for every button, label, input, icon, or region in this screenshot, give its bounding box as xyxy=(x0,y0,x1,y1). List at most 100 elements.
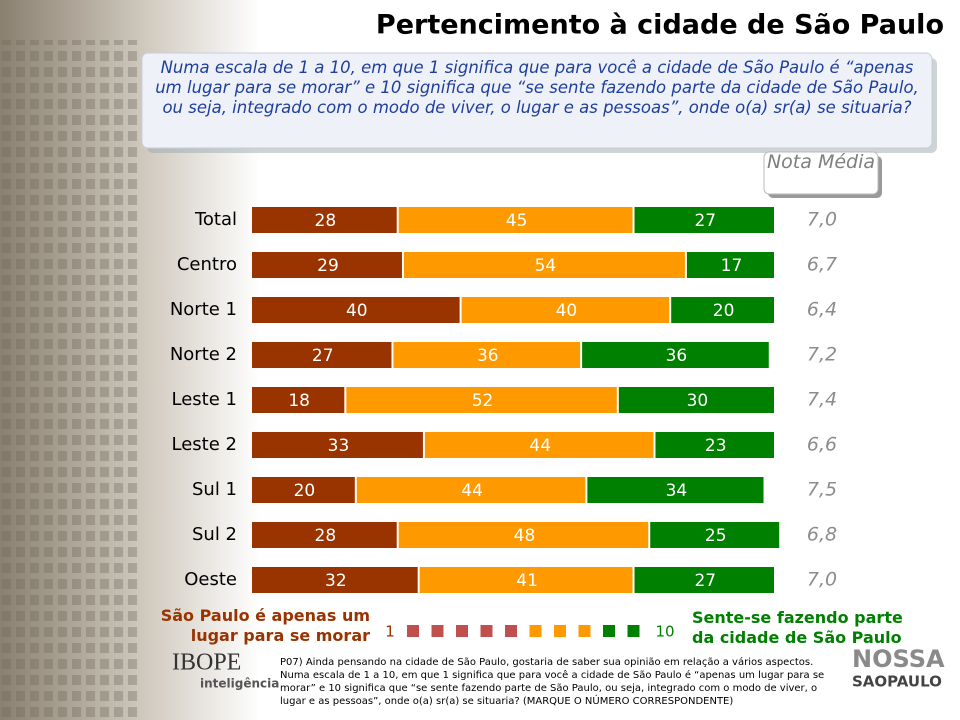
category-label: Total xyxy=(194,209,237,230)
bar-label: 27 xyxy=(694,571,716,591)
legend-text-holder: São Paulo é apenas um lugar para se mora… xyxy=(160,606,370,645)
category-label: Norte 1 xyxy=(170,299,237,320)
bar-segment xyxy=(398,207,633,233)
bar-segment xyxy=(424,432,654,458)
nota-media-value: 6,4 xyxy=(807,299,837,321)
footnote: P07) Ainda pensando na cidade de São Pau… xyxy=(280,657,825,707)
bar-segment xyxy=(398,522,649,548)
legend-swatch xyxy=(627,625,640,637)
bar-segment xyxy=(686,252,774,278)
nota-media-value: 6,8 xyxy=(807,524,837,546)
category-label: Centro xyxy=(177,254,237,275)
nota-media-value: 7,4 xyxy=(807,389,837,411)
nossa-logo: NOSSA xyxy=(852,645,945,673)
bar-label: 32 xyxy=(325,571,347,591)
bar-segment xyxy=(461,297,670,323)
bar-label: 52 xyxy=(472,391,494,411)
bar-segment xyxy=(582,342,769,368)
question: Numa escala de 1 a 10, em que 1 signific… xyxy=(155,58,919,117)
legend-swatch xyxy=(480,625,493,637)
bar-segment xyxy=(419,567,633,593)
nota-media-value: 6,7 xyxy=(807,254,837,276)
bar-segment xyxy=(671,297,774,323)
bar-label: 27 xyxy=(694,211,716,231)
bar-segment xyxy=(634,207,774,233)
legend-swatch xyxy=(578,625,591,637)
footnote-holder: P07) Ainda pensando na cidade de São Pau… xyxy=(280,657,825,707)
category-label: Leste 1 xyxy=(172,389,237,410)
bar-segment xyxy=(587,477,764,503)
bar-label: 20 xyxy=(294,481,316,501)
legend-swatch xyxy=(554,625,566,637)
bar-label: 20 xyxy=(713,301,735,321)
bar-segment xyxy=(403,252,685,278)
bar-label: 40 xyxy=(346,301,368,321)
category-label: Leste 2 xyxy=(172,434,237,455)
bar-segment xyxy=(252,252,402,278)
ibope-sub: inteligência xyxy=(200,677,279,691)
bar-label: 34 xyxy=(666,481,688,501)
nota-media-value: 7,0 xyxy=(807,209,837,231)
bar-label: 36 xyxy=(666,346,688,366)
ibope-logo: IBOPE xyxy=(172,650,241,676)
legend-high: 10 xyxy=(655,623,674,641)
category-label: Norte 2 xyxy=(170,344,237,365)
nota-box xyxy=(763,151,879,195)
legend-text: Sente-se fazendo parte da cidade de São … xyxy=(692,608,903,647)
nota-holder: Nota Média xyxy=(766,151,876,173)
category-label: Sul 2 xyxy=(192,524,237,545)
legend-swatch xyxy=(505,625,517,637)
bar-segment xyxy=(650,522,780,548)
legend-low: 1 xyxy=(385,623,395,641)
bar-segment xyxy=(346,387,617,413)
bar-label: 48 xyxy=(514,526,536,546)
legend-swatch xyxy=(407,625,419,637)
legend-text-holder: Sente-se fazendo parte da cidade de São … xyxy=(692,608,903,647)
bar-segment xyxy=(252,432,423,458)
bar-segment xyxy=(252,207,397,233)
bar-label: 44 xyxy=(529,436,551,456)
bar-label: 18 xyxy=(288,391,310,411)
legend-swatch xyxy=(603,625,615,637)
question-holder: Numa escala de 1 a 10, em que 1 signific… xyxy=(155,58,919,117)
bar-segment xyxy=(252,477,355,503)
legend-swatch xyxy=(456,625,468,637)
bar-segment xyxy=(252,297,460,323)
question-box xyxy=(141,52,933,149)
bar-label: 29 xyxy=(317,256,339,276)
bar-segment xyxy=(356,477,586,503)
bar-label: 27 xyxy=(312,346,334,366)
nota-media-value: 6,6 xyxy=(807,434,837,456)
nota-header: Nota Média xyxy=(766,151,876,173)
bar-label: 30 xyxy=(687,391,709,411)
bar-label: 33 xyxy=(328,436,350,456)
bar-label: 36 xyxy=(477,346,499,366)
bar-segment xyxy=(393,342,581,368)
category-label: Sul 1 xyxy=(192,479,237,500)
bar-segment xyxy=(252,567,418,593)
bar-segment xyxy=(252,342,392,368)
bar-label: 28 xyxy=(315,211,337,231)
bar-label: 25 xyxy=(705,526,727,546)
bar-label: 44 xyxy=(461,481,483,501)
legend-text: São Paulo é apenas um lugar para se mora… xyxy=(160,606,370,645)
bar-label: 17 xyxy=(721,256,743,276)
bar-segment xyxy=(655,432,774,458)
nota-media-value: 7,5 xyxy=(807,479,837,501)
title: Pertencimento à cidade de São Paulo xyxy=(376,10,944,41)
nota-media-value: 7,0 xyxy=(807,569,837,591)
building-windows xyxy=(0,40,140,720)
legend-swatch xyxy=(431,625,444,637)
bar-segment xyxy=(618,387,774,413)
bar-label: 40 xyxy=(556,301,578,321)
bar-label: 45 xyxy=(506,211,528,231)
category-label: Oeste xyxy=(184,569,237,590)
legend-swatch xyxy=(529,625,542,637)
bar-segment xyxy=(252,387,345,413)
saopaulo-logo: SAOPAULO xyxy=(852,673,942,691)
bar-label: 41 xyxy=(516,571,538,591)
bar-segment xyxy=(252,522,397,548)
bar-label: 28 xyxy=(315,526,337,546)
nota-media-value: 7,2 xyxy=(807,344,837,366)
